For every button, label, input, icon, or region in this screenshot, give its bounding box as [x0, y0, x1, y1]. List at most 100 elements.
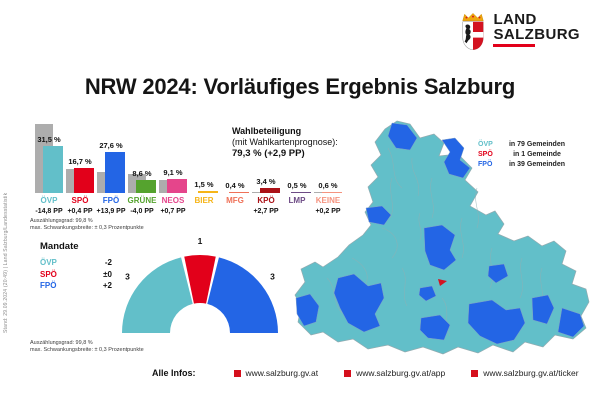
mandate-change-value: +2: [102, 281, 112, 290]
footer-links: www.salzburg.gv.at www.salzburg.gv.at/app…: [233, 368, 579, 378]
map-legend-row-spö: SPÖ in 1 Gemeinde: [478, 150, 570, 160]
turnout-block: Wahlbeteiligung (mit Wahlkartenprognose)…: [232, 126, 338, 159]
footer-link-item-0[interactable]: www.salzburg.gv.at: [233, 368, 319, 378]
bar-value-label: 9,1 %: [163, 168, 183, 178]
bar-group-mfg: 0,4 % MFG: [217, 120, 253, 220]
party-label-fpö: FPÖ: [102, 196, 120, 205]
bar-value-label: 27,6 %: [99, 140, 123, 150]
bar-current-mfg: [228, 191, 249, 193]
footer-infos: Alle Infos: www.salzburg.gv.at www.salzbu…: [152, 368, 579, 378]
bar-value-label: 3,4 %: [256, 176, 276, 186]
turnout-value: 79,3 % (+2,9 PP): [232, 148, 305, 159]
donut-segment-fpö: [207, 257, 278, 333]
bar-current-keine: [321, 191, 342, 193]
bar-value-label: 0,4 %: [225, 180, 245, 190]
map-fpoe-municipalities: [295, 122, 585, 345]
bar-group-övp: 31,5 % ÖVP -14,8 PP: [31, 120, 67, 220]
bar-change-label: -4,0 PP: [130, 208, 154, 215]
party-label-mfg: MFG: [226, 196, 244, 205]
page-title: NRW 2024: Vorläufiges Ergebnis Salzburg: [84, 74, 516, 99]
party-label-bier: BIER: [194, 196, 214, 205]
turnout-heading: Wahlbeteiligung: [232, 126, 302, 136]
logo-line1: LAND: [493, 11, 537, 28]
mandate-party-label: SPÖ: [40, 269, 57, 279]
land-salzburg-logo: LAND SALZBURG: [459, 12, 580, 52]
mandate-change-value: -2: [104, 258, 112, 267]
donut-seat-count-spö: 1: [198, 236, 203, 246]
donut-seat-count-övp: 3: [125, 271, 130, 281]
footnote-line2: max. Schwankungsbreite: ± 0,3 Prozentpun…: [30, 346, 144, 353]
map-legend-row-fpö: FPÖ in 39 Gemeinden: [478, 160, 570, 170]
footer-link-url[interactable]: www.salzburg.gv.at/ticker: [483, 368, 579, 378]
map-legend-row-övp: ÖVP in 79 Gemeinden: [478, 140, 570, 150]
mandates-legend: ÖVP -2 SPÖ ±0 FPÖ +2: [40, 257, 112, 292]
bar-current-kpö: [259, 187, 280, 193]
logo-red-underline: [493, 44, 536, 47]
bar-group-kpö: 3,4 % KPÖ +2,7 PP: [248, 120, 284, 220]
donut-segment-övp: [122, 257, 193, 333]
land-salzburg-crest-icon: [462, 13, 485, 51]
mandate-legend-row-fpö: FPÖ +2: [40, 280, 112, 292]
bar-current-övp: [42, 145, 63, 193]
bar-change-label: +13,9 PP: [96, 208, 126, 215]
bar-change-label: +2,7 PP: [253, 208, 279, 215]
bar-group-grüne: 8,6 % GRÜNE -4,0 PP: [124, 120, 160, 220]
red-square-bullet-icon: [233, 369, 241, 377]
red-square-bullet-icon: [471, 369, 479, 377]
bar-change-label: +0,2 PP: [315, 208, 341, 215]
bar-current-grüne: [135, 180, 156, 193]
mandates-heading: Mandate: [40, 241, 79, 252]
bar-change-label: +0,7 PP: [160, 208, 186, 215]
mandate-party-label: ÖVP: [40, 258, 57, 267]
bar-current-spö: [73, 167, 94, 193]
map-legend-party-label: SPÖ: [478, 151, 493, 158]
map-legend-count-text: in 39 Gemeinden: [508, 161, 566, 168]
bar-group-lmp: 0,5 % LMP: [279, 120, 315, 220]
party-label-övp: ÖVP: [40, 196, 58, 205]
footer-link-item-1[interactable]: www.salzburg.gv.at/app: [344, 368, 445, 378]
bar-group-keine: 0,6 % KEINE +0,2 PP: [310, 120, 346, 220]
footer-link-url[interactable]: www.salzburg.gv.at: [245, 368, 319, 378]
footer-link-url[interactable]: www.salzburg.gv.at/app: [356, 368, 446, 378]
footnote-barchart: Auszählungsgrad: 99,8 % max. Schwankungs…: [30, 218, 144, 231]
footnote-line1: Auszählungsgrad: 99,8 %: [30, 340, 93, 346]
results-bar-chart: 31,5 % ÖVP -14,8 PP 16,7 % SPÖ +0,4 PP 27,6 % F…: [28, 120, 373, 220]
bar-change-label: +0,4 PP: [67, 208, 93, 215]
footnote-mandates: Auszählungsgrad: 99,8 % max. Schwankungs…: [30, 340, 144, 353]
bar-value-label: 0,6 %: [318, 180, 338, 190]
bar-value-label: 1,5 %: [194, 179, 214, 189]
mandate-legend-row-övp: ÖVP -2: [40, 257, 112, 269]
donut-seat-count-fpö: 3: [270, 271, 275, 281]
bar-group-spö: 16,7 % SPÖ +0,4 PP: [62, 120, 98, 220]
bar-group-neos: 9,1 % NEOS +0,7 PP: [155, 120, 191, 220]
bar-value-label: 0,5 %: [287, 180, 307, 190]
bar-group-bier: 1,5 % BIER: [186, 120, 222, 220]
party-label-kpö: KPÖ: [257, 196, 275, 205]
turnout-subheading: (mit Wahlkartenprognose):: [232, 137, 338, 147]
party-label-grüne: GRÜNE: [127, 196, 157, 205]
bar-current-bier: [197, 190, 218, 193]
footer-link-item-2[interactable]: www.salzburg.gv.at/ticker: [471, 368, 579, 378]
mandate-change-value: ±0: [103, 269, 112, 279]
source-note: Stand: 29.09.2024 (20:49) | Land Salzbur…: [3, 192, 9, 333]
map-legend-party-label: ÖVP: [478, 141, 493, 148]
party-label-spö: SPÖ: [71, 196, 89, 205]
footnote-line2: max. Schwankungsbreite: ± 0,3 Prozentpun…: [30, 224, 144, 231]
bar-current-lmp: [290, 191, 311, 193]
salzburg-municipalities-map: [294, 120, 590, 355]
bar-value-label: 8,6 %: [132, 169, 152, 179]
bar-current-fpö: [104, 151, 125, 193]
donut-segment-spö: [184, 255, 216, 304]
bar-value-label: 16,7 %: [68, 156, 92, 166]
bar-current-neos: [166, 179, 187, 193]
bar-value-label: 31,5 %: [37, 134, 61, 144]
map-legend-count-text: in 1 Gemeinde: [513, 151, 561, 158]
mandates-half-donut: 3 1 3: [122, 236, 278, 333]
party-label-neos: NEOS: [161, 196, 185, 205]
mandate-party-label: FPÖ: [40, 281, 57, 290]
party-label-lmp: LMP: [288, 196, 306, 205]
map-legend: ÖVP in 79 Gemeinden SPÖ in 1 Gemeinde FPÖ in …: [478, 140, 570, 170]
logo-line2: SALZBURG: [493, 26, 580, 43]
red-square-bullet-icon: [344, 369, 352, 377]
